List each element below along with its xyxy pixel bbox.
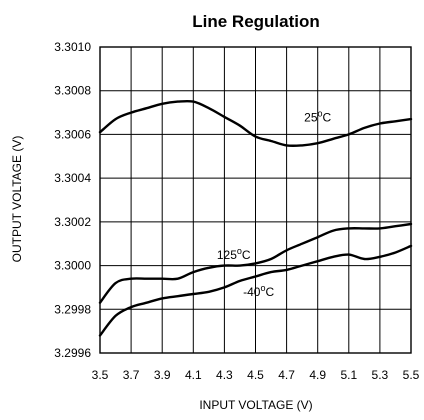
y-tick-label: 3.3004 — [54, 171, 91, 185]
grid — [100, 47, 411, 353]
series-annotation: 25oC — [304, 108, 331, 124]
x-axis-ticks: 3.5 3.7 3.9 4.1 4.3 4.5 4.7 4.9 5.1 5.3 5.5 — [92, 368, 420, 382]
x-axis-label: INPUT VOLTAGE (V) — [199, 398, 312, 412]
x-tick-label: 4.7 — [278, 368, 295, 382]
series-line-40c — [98, 244, 413, 337]
x-tick-label: 5.3 — [372, 368, 389, 382]
y-tick-label: 3.3008 — [54, 84, 91, 98]
x-tick-label: 4.9 — [309, 368, 326, 382]
y-tick-label: 3.3000 — [54, 259, 91, 273]
y-tick-label: 3.3010 — [54, 40, 91, 54]
y-axis-label: OUTPUT VOLTAGE (V) — [10, 136, 24, 263]
x-tick-label: 4.1 — [185, 368, 202, 382]
x-tick-label: 4.5 — [247, 368, 264, 382]
x-tick-label: 5.5 — [403, 368, 420, 382]
series-annotation: -40oC — [243, 283, 274, 299]
plot-frame — [99, 46, 412, 354]
x-tick-label: 4.3 — [216, 368, 233, 382]
series-line-25c — [98, 99, 413, 147]
x-tick-label: 3.7 — [123, 368, 140, 382]
y-tick-label: 3.3002 — [54, 215, 91, 229]
x-tick-label: 3.5 — [92, 368, 109, 382]
y-tick-label: 3.2998 — [54, 302, 91, 316]
series-annotation: 125oC — [217, 246, 251, 262]
x-tick-label: 5.1 — [340, 368, 357, 382]
annotations: 25oC 125oC -40oC — [217, 108, 332, 299]
y-tick-label: 3.3006 — [54, 127, 91, 141]
series — [98, 99, 413, 337]
y-axis-ticks: 3.2996 3.2998 3.3000 3.3002 3.3004 3.3006 3.30… — [54, 40, 91, 360]
x-tick-label: 3.9 — [154, 368, 171, 382]
series-line-125c — [98, 222, 413, 304]
chart-title: Line Regulation — [192, 12, 320, 31]
y-tick-label: 3.2996 — [54, 346, 91, 360]
